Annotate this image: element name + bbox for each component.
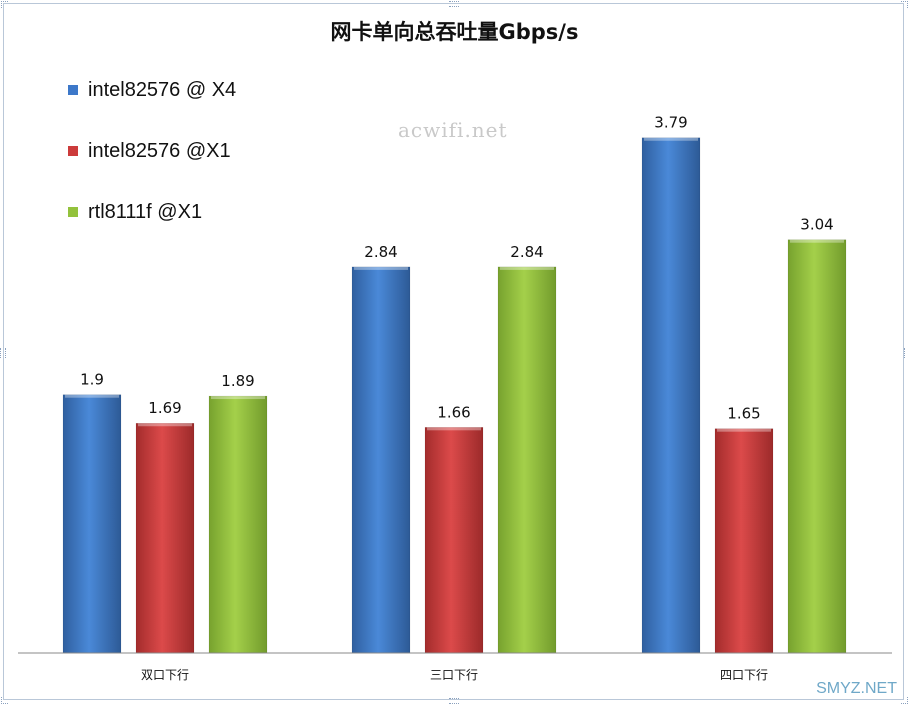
legend-swatch-green bbox=[68, 207, 78, 217]
data-label-3-2: 2.84 bbox=[510, 243, 543, 261]
bar-1-3 bbox=[641, 137, 701, 654]
bar-2-2 bbox=[424, 427, 484, 654]
data-label-3-3: 3.04 bbox=[800, 216, 833, 234]
bar-highlight-2-1 bbox=[138, 423, 192, 427]
bar-3-2 bbox=[497, 266, 557, 654]
bar-highlight-2-2 bbox=[427, 427, 481, 431]
data-label-2-1: 1.69 bbox=[148, 399, 181, 417]
bar-3-3 bbox=[787, 239, 847, 654]
corner-watermark: SMYZ.NET bbox=[816, 680, 897, 697]
x-tick-label-1: 双口下行 bbox=[141, 668, 189, 682]
resize-handle-right[interactable] bbox=[904, 348, 909, 358]
bar-highlight-2-3 bbox=[717, 428, 771, 432]
resize-handle-top[interactable] bbox=[449, 1, 459, 7]
data-label-1-1: 1.9 bbox=[80, 371, 104, 389]
x-tick-label-3: 四口下行 bbox=[720, 668, 768, 682]
watermark-text: acwifi.net bbox=[398, 118, 508, 142]
legend-label-series-3: rtl8111f @X1 bbox=[88, 201, 203, 223]
data-label-3-1: 1.89 bbox=[221, 372, 254, 390]
bar-2-3 bbox=[714, 428, 774, 654]
x-tick-label-2: 三口下行 bbox=[430, 668, 478, 682]
bar-highlight-1-3 bbox=[644, 137, 698, 141]
legend-label-series-2: intel82576 @X1 bbox=[88, 140, 231, 162]
chart-title: 网卡单向总吞吐量Gbps/s bbox=[330, 20, 579, 44]
bar-highlight-3-1 bbox=[211, 396, 265, 400]
data-label-2-2: 1.66 bbox=[437, 403, 470, 421]
legend-label-series-1: intel82576 @ X4 bbox=[88, 79, 237, 101]
resize-handle-top-left[interactable] bbox=[1, 1, 8, 8]
bar-highlight-3-2 bbox=[500, 266, 554, 270]
data-label-1-2: 2.84 bbox=[364, 243, 397, 261]
resize-handle-top-right[interactable] bbox=[901, 1, 908, 8]
bar-1-2 bbox=[351, 266, 411, 654]
resize-handle-left[interactable] bbox=[0, 348, 6, 358]
bar-highlight-1-2 bbox=[354, 266, 408, 270]
legend-swatch-blue bbox=[68, 85, 78, 95]
bar-3-1 bbox=[208, 395, 268, 654]
bar-2-1 bbox=[135, 422, 195, 654]
bar-highlight-3-3 bbox=[790, 239, 844, 243]
data-label-2-3: 1.65 bbox=[727, 405, 760, 423]
bar-highlight-1-1 bbox=[65, 394, 119, 398]
bar-1-1 bbox=[62, 394, 122, 654]
data-label-1-3: 3.79 bbox=[654, 114, 687, 132]
legend-swatch-red bbox=[68, 146, 78, 156]
